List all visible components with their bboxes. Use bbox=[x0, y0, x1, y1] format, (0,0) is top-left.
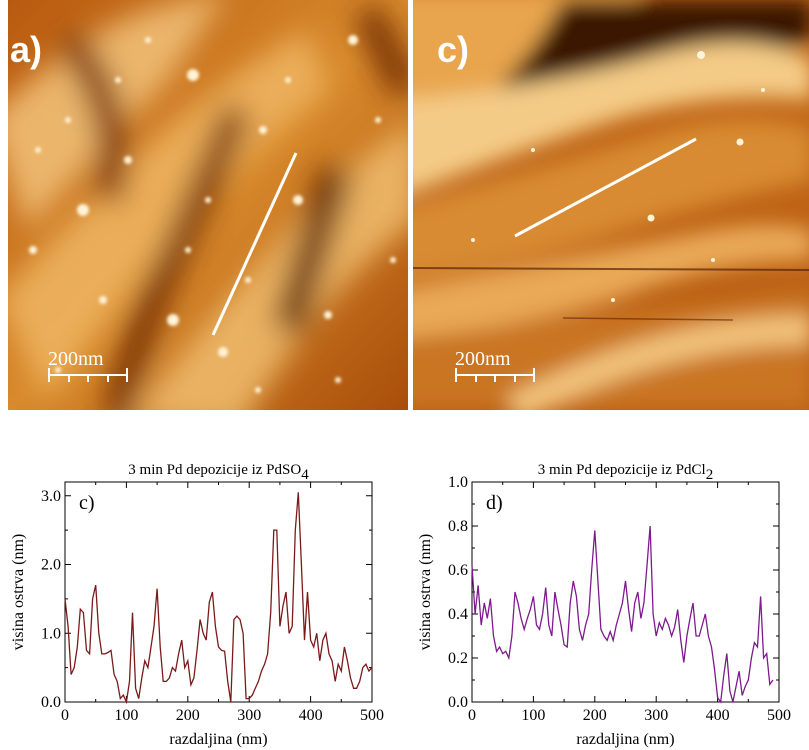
chart-title: 3 min Pd depozicije iz PdCl2 bbox=[538, 462, 713, 483]
panel-label-c-image: c) bbox=[437, 29, 469, 70]
y-axis-label: visina ostrva (nm) bbox=[417, 534, 434, 650]
x-tick-label: 300 bbox=[644, 707, 668, 724]
y-tick-label: 0.0 bbox=[41, 694, 61, 711]
scale-bar-left: 200nm bbox=[48, 348, 128, 382]
x-tick-label: 500 bbox=[767, 707, 791, 724]
height-profile-chart-pdcl2: 3 min Pd depozicije iz PdCl2 0 100 200 300 40… bbox=[417, 462, 791, 748]
y-axis-label: visina ostrva (nm) bbox=[10, 534, 27, 650]
y-tick-label: 1.0 bbox=[41, 625, 61, 642]
panel-label-a: a) bbox=[10, 29, 42, 70]
x-tick-label: 500 bbox=[360, 707, 384, 724]
svg-text:200nm: 200nm bbox=[455, 348, 511, 370]
y-tick-label: 0.0 bbox=[448, 694, 468, 711]
x-tick-label: 0 bbox=[61, 707, 69, 724]
svg-text:200nm: 200nm bbox=[48, 348, 104, 370]
x-tick-label: 300 bbox=[237, 707, 261, 724]
x-tick-label: 100 bbox=[521, 707, 545, 724]
chart-title: 3 min Pd depozicije iz PdSO4 bbox=[128, 462, 309, 483]
series-line bbox=[64, 492, 373, 705]
plot-frame bbox=[64, 481, 373, 703]
x-tick-label: 200 bbox=[176, 707, 200, 724]
plot-frame bbox=[471, 481, 780, 703]
afm-image-left: a) 200nm bbox=[8, 0, 408, 410]
y-tick-label: 3.0 bbox=[41, 488, 61, 505]
profile-line-right bbox=[514, 137, 697, 238]
y-tick-label: 2.0 bbox=[41, 557, 61, 574]
x-tick-label: 200 bbox=[583, 707, 607, 724]
height-profile-chart-pdso4: 3 min Pd depozicije iz PdSO4 0 100 200 300 40… bbox=[10, 462, 384, 748]
chart-panel-label: d) bbox=[486, 492, 503, 514]
x-tick-label: 0 bbox=[468, 707, 476, 724]
afm-image-right: c) 200nm bbox=[413, 0, 809, 410]
x-axis-label: razdaljina (nm) bbox=[576, 731, 674, 748]
y-tick-label: 0.8 bbox=[448, 518, 468, 535]
x-tick-label: 400 bbox=[299, 707, 323, 724]
series-line bbox=[471, 525, 774, 704]
y-tick-label: 0.4 bbox=[448, 606, 468, 623]
y-tick-label: 1.0 bbox=[448, 474, 468, 491]
scale-bar-right: 200nm bbox=[455, 348, 535, 382]
x-tick-label: 400 bbox=[706, 707, 730, 724]
x-axis-label: razdaljina (nm) bbox=[169, 731, 267, 748]
profile-line-left bbox=[211, 152, 298, 336]
y-tick-label: 0.6 bbox=[448, 562, 468, 579]
x-tick-label: 100 bbox=[114, 707, 138, 724]
y-tick-label: 0.2 bbox=[448, 650, 468, 667]
chart-panel-label: c) bbox=[79, 492, 95, 514]
